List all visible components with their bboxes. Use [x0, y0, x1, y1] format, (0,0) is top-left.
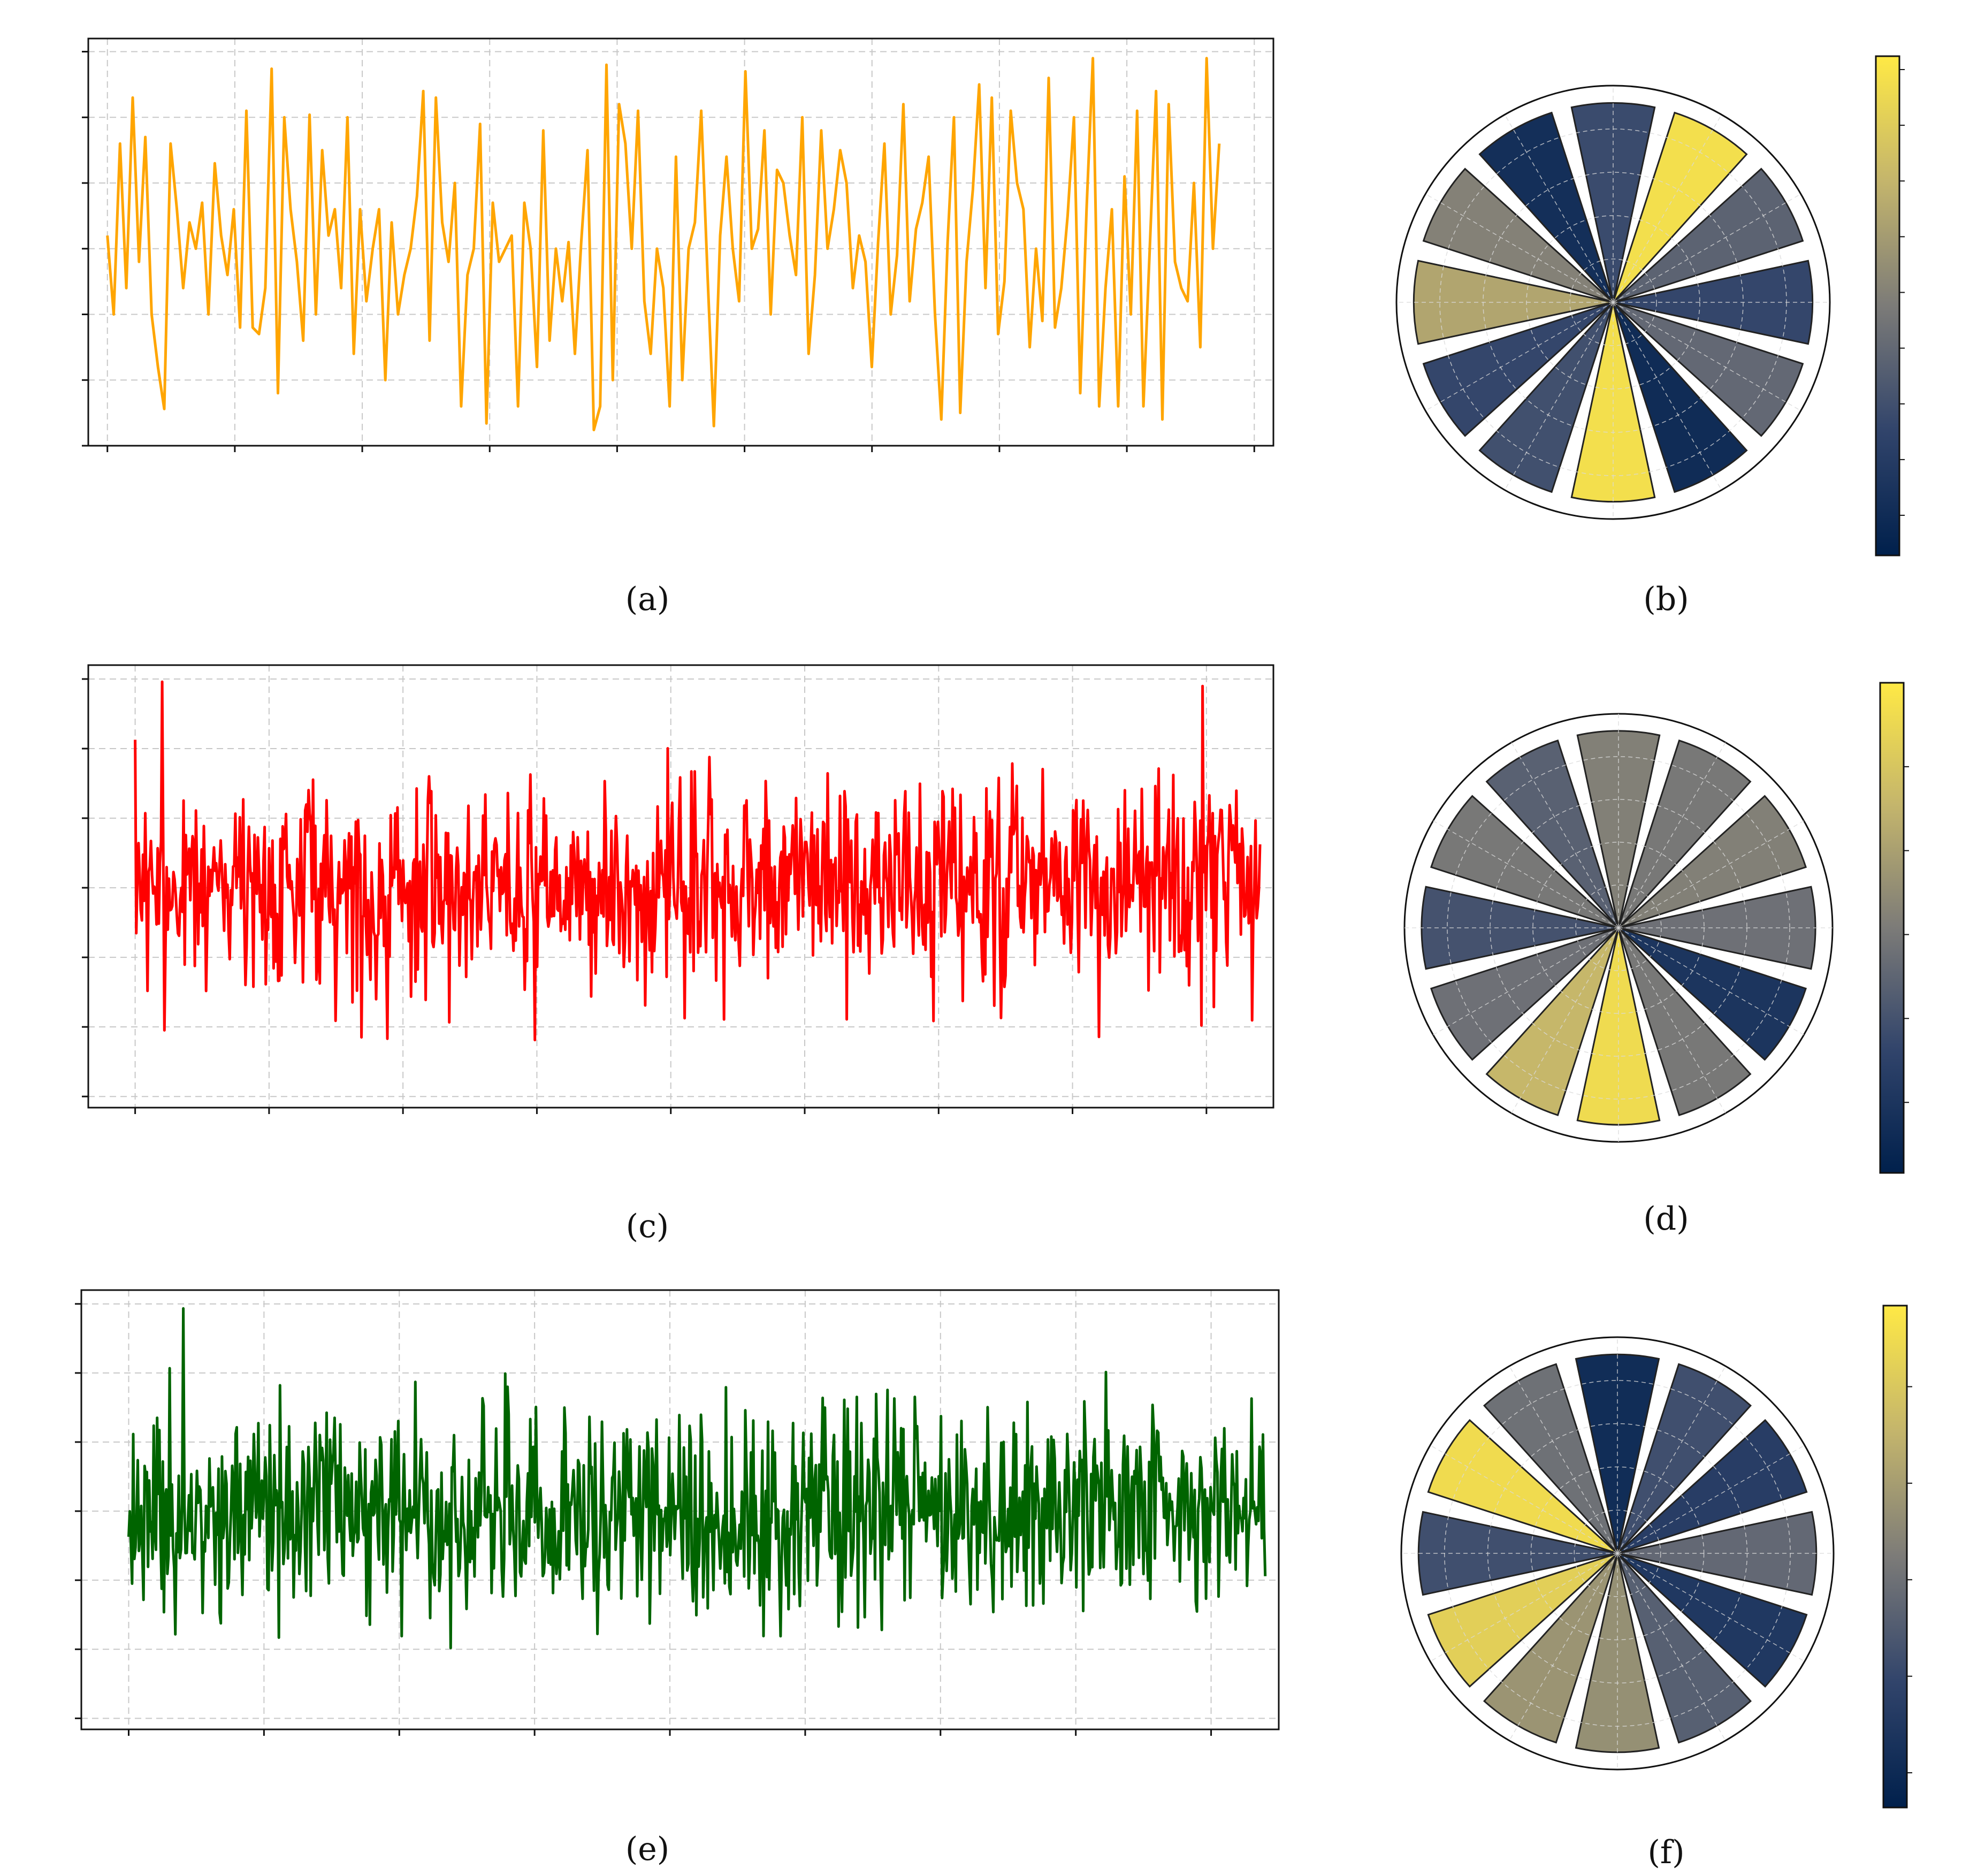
polar-bar-mar: [1612, 111, 1748, 303]
polar-grid-spoke: [1504, 114, 1614, 303]
polar-grid-spoke: [1617, 1553, 1805, 1662]
polar-grid-spoke: [1617, 1366, 1726, 1554]
polar-grid-spoke: [1613, 114, 1722, 303]
polar-grid-ring: [1575, 884, 1662, 971]
polar-grid-spoke: [1613, 302, 1801, 411]
line-chart-jeddah: [75, 1289, 1280, 1736]
polar-charts: [1395, 55, 1912, 1809]
polar-bar-nov: [1612, 301, 1748, 493]
plot-frame: [87, 37, 1274, 447]
polar-bar-jun: [1422, 167, 1614, 303]
polar-grid-spoke: [1509, 1366, 1618, 1554]
polar-grid-spoke: [1425, 302, 1614, 411]
polar-grid-ring: [1569, 258, 1657, 346]
polar-grid-spoke: [1613, 193, 1801, 303]
polar-grid-spoke: [1433, 820, 1619, 928]
polar-grid-spoke: [1618, 820, 1804, 928]
plot-frame: [87, 664, 1274, 1109]
polar-grid-ring: [1447, 756, 1790, 1100]
panel-label-e: (e): [625, 1831, 669, 1868]
polar-grid-spoke: [1618, 927, 1804, 1035]
polar-grid-spoke: [1430, 1445, 1618, 1554]
polar-grid-spoke: [1618, 742, 1726, 928]
polar-grid-spoke: [1617, 1445, 1805, 1554]
polar-bar-may: [1478, 111, 1614, 303]
polar-bar-aug: [1422, 301, 1614, 437]
polar-grid-spoke: [1618, 927, 1726, 1114]
panel-label-c: (c): [626, 1208, 669, 1245]
polar-bar-dec: [1612, 301, 1804, 437]
line-chart-dammam: [82, 664, 1274, 1114]
polar-grid-spoke: [1433, 927, 1619, 1035]
polar-grid-spoke: [1617, 1553, 1726, 1741]
colorbar: [1875, 55, 1900, 556]
polar-bar-sep: [1478, 301, 1614, 493]
panel-label-f: (f): [1647, 1834, 1684, 1871]
panel-label-d: (d): [1643, 1200, 1689, 1238]
polar-grid-spoke: [1430, 1553, 1618, 1662]
line-charts: [75, 37, 1280, 1736]
series-line-jeddah: [127, 1307, 1267, 1650]
line-chart-riyadh: [82, 37, 1274, 452]
polar-grid-spoke: [1425, 193, 1614, 303]
series-line-dammam: [134, 680, 1262, 1042]
plot-frame: [80, 1289, 1280, 1730]
polar-grid-spoke: [1511, 927, 1619, 1114]
panel-label-b: (b): [1643, 581, 1689, 618]
colorbar: [1882, 1305, 1908, 1809]
polar-grid-spoke: [1511, 742, 1619, 928]
polar-grid-spoke: [1509, 1553, 1618, 1741]
colorbar: [1879, 682, 1905, 1174]
polar-grid-ring: [1574, 1509, 1661, 1597]
series-line-riyadh: [106, 57, 1221, 431]
polar-chart: [1403, 682, 1909, 1174]
polar-chart: [1400, 1305, 1912, 1809]
polar-grid-spoke: [1613, 302, 1722, 491]
polar-grid-spoke: [1504, 302, 1614, 491]
polar-chart: [1395, 55, 1905, 556]
polar-bar-feb: [1612, 167, 1804, 303]
panel-label-a: (a): [625, 581, 670, 618]
